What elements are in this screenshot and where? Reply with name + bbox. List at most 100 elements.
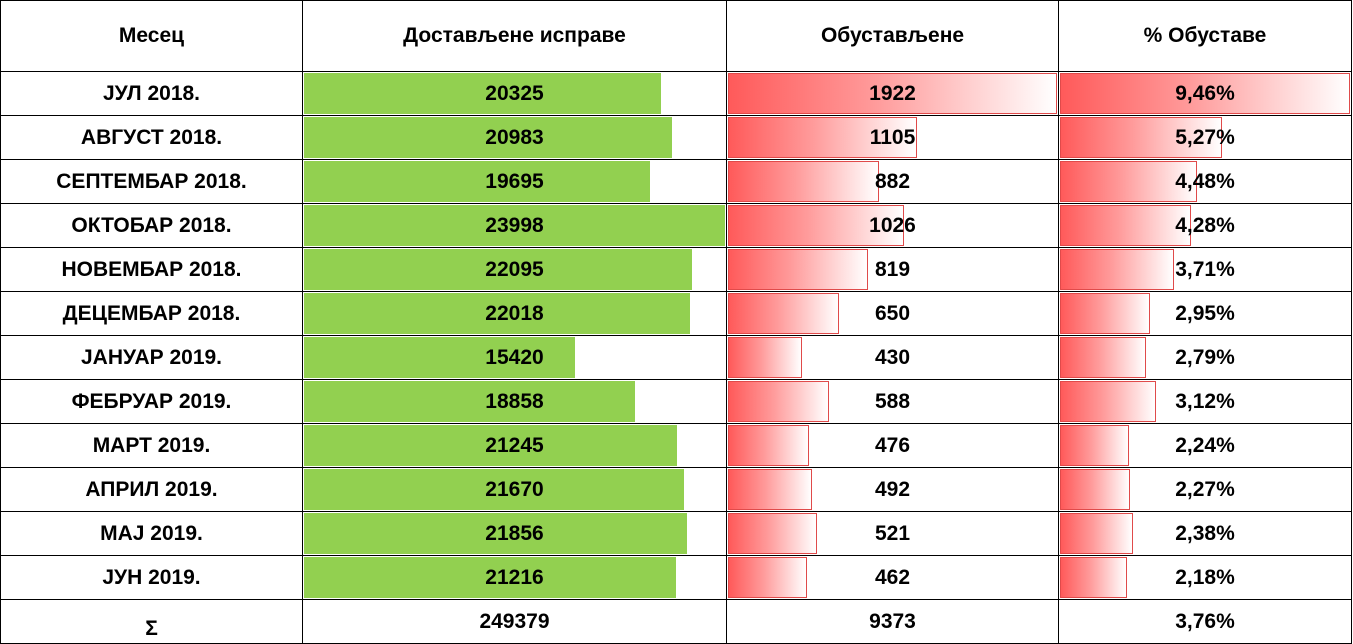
suspended-bar — [728, 161, 879, 202]
delivered-value: 21856 — [485, 521, 544, 545]
suspended-bar — [728, 337, 802, 378]
month-label: СЕПТЕМБАР 2018. — [56, 169, 247, 193]
delivered-cell: 20983 — [303, 116, 727, 160]
suspended-bar — [728, 73, 1057, 114]
suspended-bar — [728, 557, 807, 598]
delivered-bar — [304, 293, 690, 334]
suspended-bar — [728, 381, 829, 422]
suspended-cell: 588 — [727, 380, 1059, 424]
suspended-cell: 882 — [727, 160, 1059, 204]
month-cell: СЕПТЕМБАР 2018. — [0, 160, 303, 204]
suspended-bar — [728, 205, 904, 246]
percent-bar — [1060, 381, 1156, 422]
delivered-cell: 22018 — [303, 292, 727, 336]
header-suspended: Обустављене — [820, 24, 965, 47]
percent-cell: 2,95% — [1059, 292, 1352, 336]
delivered-bar — [304, 337, 575, 378]
percent-cell: 2,18% — [1059, 556, 1352, 600]
percent-bar — [1060, 469, 1130, 510]
month-label: ФЕБРУАР 2019. — [71, 389, 232, 413]
percent-cell: 2,27% — [1059, 468, 1352, 512]
suspended-cell: 1922 — [727, 72, 1059, 116]
percent-value: 2,79% — [1175, 345, 1235, 369]
total-month-cell: Σ — [0, 600, 303, 644]
delivered-value: 22018 — [485, 301, 544, 325]
suspended-value: 430 — [874, 345, 911, 369]
header-percent: % Обуставе — [1143, 24, 1267, 47]
delivered-bar — [304, 161, 650, 202]
month-label: АВГУСТ 2018. — [80, 125, 223, 149]
total-sigma: Σ — [145, 617, 158, 640]
delivered-bar — [304, 557, 676, 598]
header-month-cell: Месец — [0, 0, 303, 72]
suspended-bar — [728, 513, 817, 554]
delivered-bar — [304, 205, 725, 246]
suspended-cell: 462 — [727, 556, 1059, 600]
percent-cell: 3,71% — [1059, 248, 1352, 292]
header-suspended-cell: Обустављене — [727, 0, 1059, 72]
percent-cell: 9,46% — [1059, 72, 1352, 116]
month-label: МАЈ 2019. — [100, 521, 203, 545]
suspended-value: 462 — [874, 565, 911, 589]
suspended-value: 882 — [874, 169, 911, 193]
percent-cell: 4,48% — [1059, 160, 1352, 204]
delivered-value: 21245 — [485, 433, 544, 457]
month-label: ОКТОБАР 2018. — [71, 213, 232, 237]
month-cell: НОВЕМБАР 2018. — [0, 248, 303, 292]
month-cell: ЈУН 2019. — [0, 556, 303, 600]
month-cell: ЈАНУАР 2019. — [0, 336, 303, 380]
suspended-value: 521 — [874, 521, 911, 545]
percent-cell: 2,24% — [1059, 424, 1352, 468]
delivered-cell: 23998 — [303, 204, 727, 248]
total-delivered-value: 249379 — [479, 609, 550, 633]
percent-bar — [1060, 73, 1350, 114]
percent-cell: 3,12% — [1059, 380, 1352, 424]
month-label: НОВЕМБАР 2018. — [61, 257, 242, 281]
percent-value: 9,46% — [1175, 81, 1235, 105]
percent-bar — [1060, 557, 1127, 598]
percent-value: 2,95% — [1175, 301, 1235, 325]
suspended-value: 650 — [874, 301, 911, 325]
delivered-cell: 19695 — [303, 160, 727, 204]
month-label: АПРИЛ 2019. — [85, 477, 218, 501]
month-label: МАРТ 2019. — [92, 433, 211, 457]
month-label: ЈАНУАР 2019. — [80, 345, 223, 369]
month-label: ЈУН 2019. — [102, 565, 201, 589]
month-cell: ДЕЦЕМБАР 2018. — [0, 292, 303, 336]
delivered-bar — [304, 513, 687, 554]
delivered-value: 19695 — [485, 169, 544, 193]
delivered-value: 23998 — [485, 213, 544, 237]
delivered-value: 18858 — [485, 389, 544, 413]
percent-bar — [1060, 293, 1150, 334]
percent-bar — [1060, 249, 1174, 290]
delivered-cell: 18858 — [303, 380, 727, 424]
delivered-value: 15420 — [485, 345, 544, 369]
delivered-bar — [304, 117, 672, 158]
suspended-value: 1105 — [869, 125, 916, 149]
month-cell: ЈУЛ 2018. — [0, 72, 303, 116]
header-month: Месец — [118, 24, 185, 47]
percent-bar — [1060, 513, 1133, 554]
delivered-bar — [304, 381, 635, 422]
delivered-value: 20983 — [485, 125, 544, 149]
total-suspended-value: 9373 — [869, 609, 916, 633]
percent-cell: 2,79% — [1059, 336, 1352, 380]
total-delivered-cell: 249379 — [303, 600, 727, 644]
delivered-value: 22095 — [485, 257, 544, 281]
suspended-cell: 650 — [727, 292, 1059, 336]
suspended-value: 476 — [874, 433, 911, 457]
percent-value: 2,24% — [1175, 433, 1235, 457]
percent-bar — [1060, 161, 1197, 202]
delivered-bar — [304, 249, 692, 290]
percent-bar — [1060, 117, 1222, 158]
month-cell: МАЈ 2019. — [0, 512, 303, 556]
percent-cell: 2,38% — [1059, 512, 1352, 556]
suspended-cell: 819 — [727, 248, 1059, 292]
percent-value: 3,12% — [1175, 389, 1235, 413]
month-label: ЈУЛ 2018. — [102, 81, 201, 105]
suspended-bar — [728, 293, 839, 334]
delivered-cell: 15420 — [303, 336, 727, 380]
delivered-value: 21670 — [485, 477, 544, 501]
header-delivered-cell: Достављене исправе — [303, 0, 727, 72]
percent-value: 5,27% — [1175, 125, 1235, 149]
